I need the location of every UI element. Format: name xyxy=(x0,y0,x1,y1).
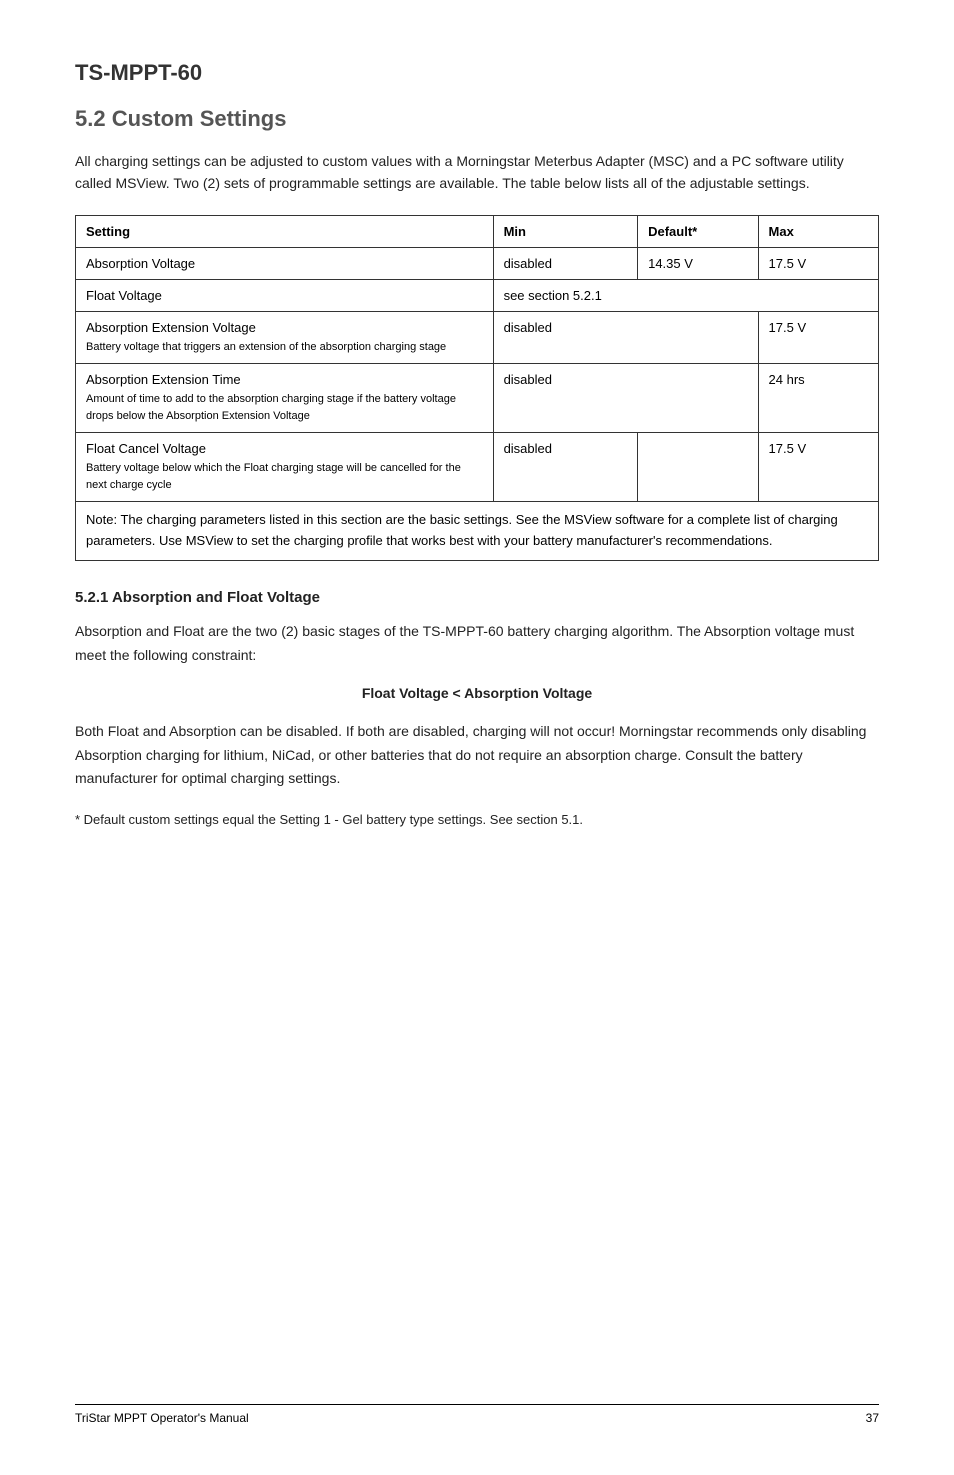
table-header-row: Setting Min Default* Max xyxy=(76,215,879,247)
table-note-row: Note: The charging parameters listed in … xyxy=(76,502,879,561)
body-paragraph: Absorption and Float are the two (2) bas… xyxy=(75,620,879,668)
cell-wide2: disabled xyxy=(493,364,758,433)
cell-max: 17.5 V xyxy=(758,433,878,502)
cell-subnote: Battery voltage that triggers an extensi… xyxy=(86,339,483,356)
footnote-paragraph: * Default custom settings equal the Sett… xyxy=(75,809,879,831)
cell-param: Absorption Voltage xyxy=(76,247,494,279)
settings-table: Setting Min Default* Max Absorption Volt… xyxy=(75,215,879,561)
col-header-max: Max xyxy=(758,215,878,247)
body-paragraph: Both Float and Absorption can be disable… xyxy=(75,720,879,791)
cell-param: Float Cancel Voltage Battery voltage bel… xyxy=(76,433,494,502)
section-heading: 5.2 Custom Settings xyxy=(75,106,879,132)
cell-param-text: Absorption Extension Time xyxy=(86,372,241,387)
cell-param: Float Voltage xyxy=(76,279,494,311)
cell-param-text: Float Cancel Voltage xyxy=(86,441,206,456)
footer-left: TriStar MPPT Operator's Manual xyxy=(75,1411,249,1425)
page-title: TS-MPPT-60 xyxy=(75,60,879,86)
cell-max: 17.5 V xyxy=(758,311,878,364)
cell-subnote: Amount of time to add to the absorption … xyxy=(86,391,483,424)
cell-min: disabled xyxy=(493,247,638,279)
table-row: Absorption Extension Time Amount of time… xyxy=(76,364,879,433)
subsection-heading: 5.2.1 Absorption and Float Voltage xyxy=(75,585,879,611)
cell-wide2: disabled xyxy=(493,311,758,364)
page-footer: TriStar MPPT Operator's Manual 37 xyxy=(75,1404,879,1425)
col-header-setting: Setting xyxy=(76,215,494,247)
footer-right-pagenum: 37 xyxy=(866,1411,879,1425)
body-content: 5.2.1 Absorption and Float Voltage Absor… xyxy=(75,585,879,831)
cell-max: 24 hrs xyxy=(758,364,878,433)
table-row: Absorption Voltage disabled 14.35 V 17.5… xyxy=(76,247,879,279)
cell-span3: see section 5.2.1 xyxy=(493,279,878,311)
col-header-min: Min xyxy=(493,215,638,247)
cell-def: 14.35 V xyxy=(638,247,758,279)
table-row: Absorption Extension Voltage Battery vol… xyxy=(76,311,879,364)
table-row: Float Cancel Voltage Battery voltage bel… xyxy=(76,433,879,502)
table-row: Float Voltage see section 5.2.1 xyxy=(76,279,879,311)
cell-param: Absorption Extension Voltage Battery vol… xyxy=(76,311,494,364)
cell-param-text: Absorption Extension Voltage xyxy=(86,320,256,335)
cell-def xyxy=(638,433,758,502)
col-header-default: Default* xyxy=(638,215,758,247)
cell-param: Absorption Extension Time Amount of time… xyxy=(76,364,494,433)
cell-max: 17.5 V xyxy=(758,247,878,279)
cell-subnote: Battery voltage below which the Float ch… xyxy=(86,460,483,493)
intro-paragraph: All charging settings can be adjusted to… xyxy=(75,150,879,195)
cell-min: disabled xyxy=(493,433,638,502)
constraint-text: Float Voltage < Absorption Voltage xyxy=(75,682,879,706)
table-note: Note: The charging parameters listed in … xyxy=(76,502,879,561)
